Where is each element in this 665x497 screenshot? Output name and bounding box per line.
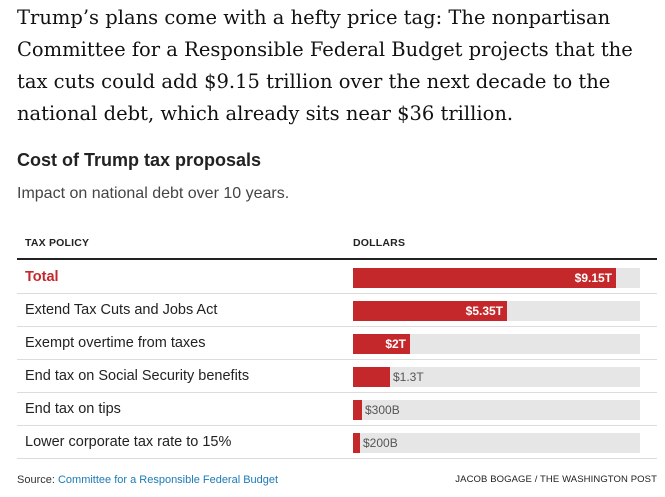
bar [353,367,390,387]
row-label: End tax on tips [25,401,121,417]
table-row-total: Total $9.15T [17,261,657,294]
row-label: Total [25,269,59,285]
bar-track: $5.35T [353,301,640,321]
intro-paragraph: Trump’s plans come with a hefty price ta… [17,6,633,125]
row-label: Extend Tax Cuts and Jobs Act [25,302,218,318]
column-header-dollars: DOLLARS [353,237,406,249]
bar [353,301,507,321]
bar-track: $300B [353,400,640,420]
bar [353,433,360,453]
source-link[interactable]: Committee for a Responsible Federal Budg… [57,474,279,486]
bar-value-label: $200B [363,436,398,450]
bar-value-label: $1.3T [393,370,424,384]
row-label: End tax on Social Security benefits [25,368,250,384]
header-rule [17,258,657,260]
row-label: Lower corporate tax rate to 15% [25,434,232,450]
bar [353,334,410,354]
table-row: Exempt overtime from taxes $2T [17,327,657,360]
bar-value-label: $5.35T [465,304,503,318]
table-row: End tax on Social Security benefits $1.3T [17,360,657,393]
table-row: Extend Tax Cuts and Jobs Act $5.35T [17,294,657,327]
bar-track: $200B [353,433,640,453]
bar-track: $1.3T [353,367,640,387]
chart-title: Cost of Trump tax proposals [17,150,262,170]
credit-line: JACOB BOGAGE / THE WASHINGTON POST [455,474,657,485]
bar-value-label: $2T [385,337,406,351]
table-row: End tax on tips $300B [17,393,657,426]
table-row: Lower corporate tax rate to 15% $200B [17,426,657,459]
chart-subtitle: Impact on national debt over 10 years. [17,185,290,202]
bar [353,268,616,288]
column-header-tax-policy: TAX POLICY [25,237,90,249]
bar-track: $2T [353,334,640,354]
row-label: Exempt overtime from taxes [25,335,206,351]
bar [353,400,362,420]
source-prefix: Source: [17,474,58,486]
bar-value-label: $9.15T [574,271,612,285]
bar-value-label: $300B [365,403,400,417]
source-note: Source: Committee for a Responsible Fede… [17,474,278,486]
bar-track: $9.15T [353,268,640,288]
